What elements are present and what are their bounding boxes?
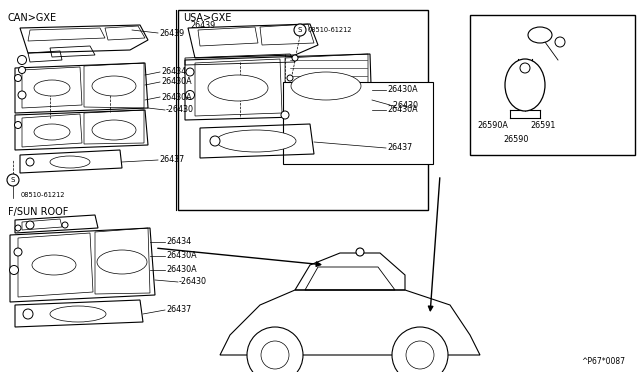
Ellipse shape (528, 27, 552, 43)
Ellipse shape (97, 250, 147, 274)
Text: 08510-61212: 08510-61212 (308, 27, 353, 33)
Ellipse shape (505, 59, 545, 111)
Text: 26437: 26437 (166, 305, 191, 314)
Circle shape (17, 55, 26, 64)
Circle shape (210, 136, 220, 146)
Text: -26430: -26430 (166, 106, 194, 115)
Ellipse shape (291, 72, 361, 100)
Ellipse shape (32, 255, 76, 275)
Circle shape (10, 266, 19, 275)
Circle shape (7, 174, 19, 186)
Circle shape (14, 248, 22, 256)
Circle shape (392, 327, 448, 372)
Circle shape (23, 309, 33, 319)
Text: -26430: -26430 (179, 278, 207, 286)
Circle shape (247, 327, 303, 372)
Circle shape (287, 75, 293, 81)
Circle shape (356, 248, 364, 256)
Text: 26590A: 26590A (477, 121, 508, 129)
Circle shape (292, 55, 298, 61)
Circle shape (281, 111, 289, 119)
Text: 08510-61212: 08510-61212 (21, 192, 65, 198)
Circle shape (15, 225, 21, 231)
Text: 26439: 26439 (159, 29, 184, 38)
Text: 26439: 26439 (190, 22, 215, 31)
Ellipse shape (34, 80, 70, 96)
Text: 26591: 26591 (530, 121, 556, 129)
Text: 26437: 26437 (387, 144, 412, 153)
Text: 26430A: 26430A (166, 251, 196, 260)
Text: ^P67*0087: ^P67*0087 (581, 357, 625, 366)
Circle shape (186, 68, 194, 76)
Circle shape (520, 63, 530, 73)
Bar (470, 15, 635, 155)
Ellipse shape (92, 120, 136, 140)
Circle shape (15, 74, 22, 81)
Text: 26430A: 26430A (161, 93, 191, 102)
Ellipse shape (208, 75, 268, 101)
Text: F/SUN ROOF: F/SUN ROOF (8, 207, 68, 217)
Text: 26430A: 26430A (387, 86, 418, 94)
Circle shape (294, 24, 306, 36)
Text: 26430A: 26430A (387, 106, 418, 115)
Ellipse shape (50, 156, 90, 168)
Ellipse shape (34, 124, 70, 140)
Circle shape (26, 221, 34, 229)
Bar (283, 82, 433, 164)
Circle shape (26, 158, 34, 166)
Circle shape (18, 91, 26, 99)
Text: 26434: 26434 (161, 67, 186, 77)
Text: -26430: -26430 (391, 100, 419, 109)
Text: USA>GXE: USA>GXE (183, 13, 232, 23)
Ellipse shape (216, 130, 296, 152)
Circle shape (555, 37, 565, 47)
Text: 26434: 26434 (166, 237, 191, 247)
Circle shape (186, 90, 195, 99)
Circle shape (62, 222, 68, 228)
Circle shape (261, 341, 289, 369)
Text: S: S (298, 27, 302, 33)
Text: S: S (11, 177, 15, 183)
Text: CAN>GXE: CAN>GXE (8, 13, 57, 23)
Text: 26437: 26437 (159, 155, 184, 164)
Circle shape (406, 341, 434, 369)
Circle shape (19, 67, 26, 74)
Text: 26430A: 26430A (166, 266, 196, 275)
Ellipse shape (92, 76, 136, 96)
Circle shape (15, 122, 22, 128)
Ellipse shape (50, 306, 106, 322)
Text: 26590: 26590 (503, 135, 529, 144)
Bar (178, 10, 428, 210)
Text: 26430A: 26430A (161, 77, 191, 87)
